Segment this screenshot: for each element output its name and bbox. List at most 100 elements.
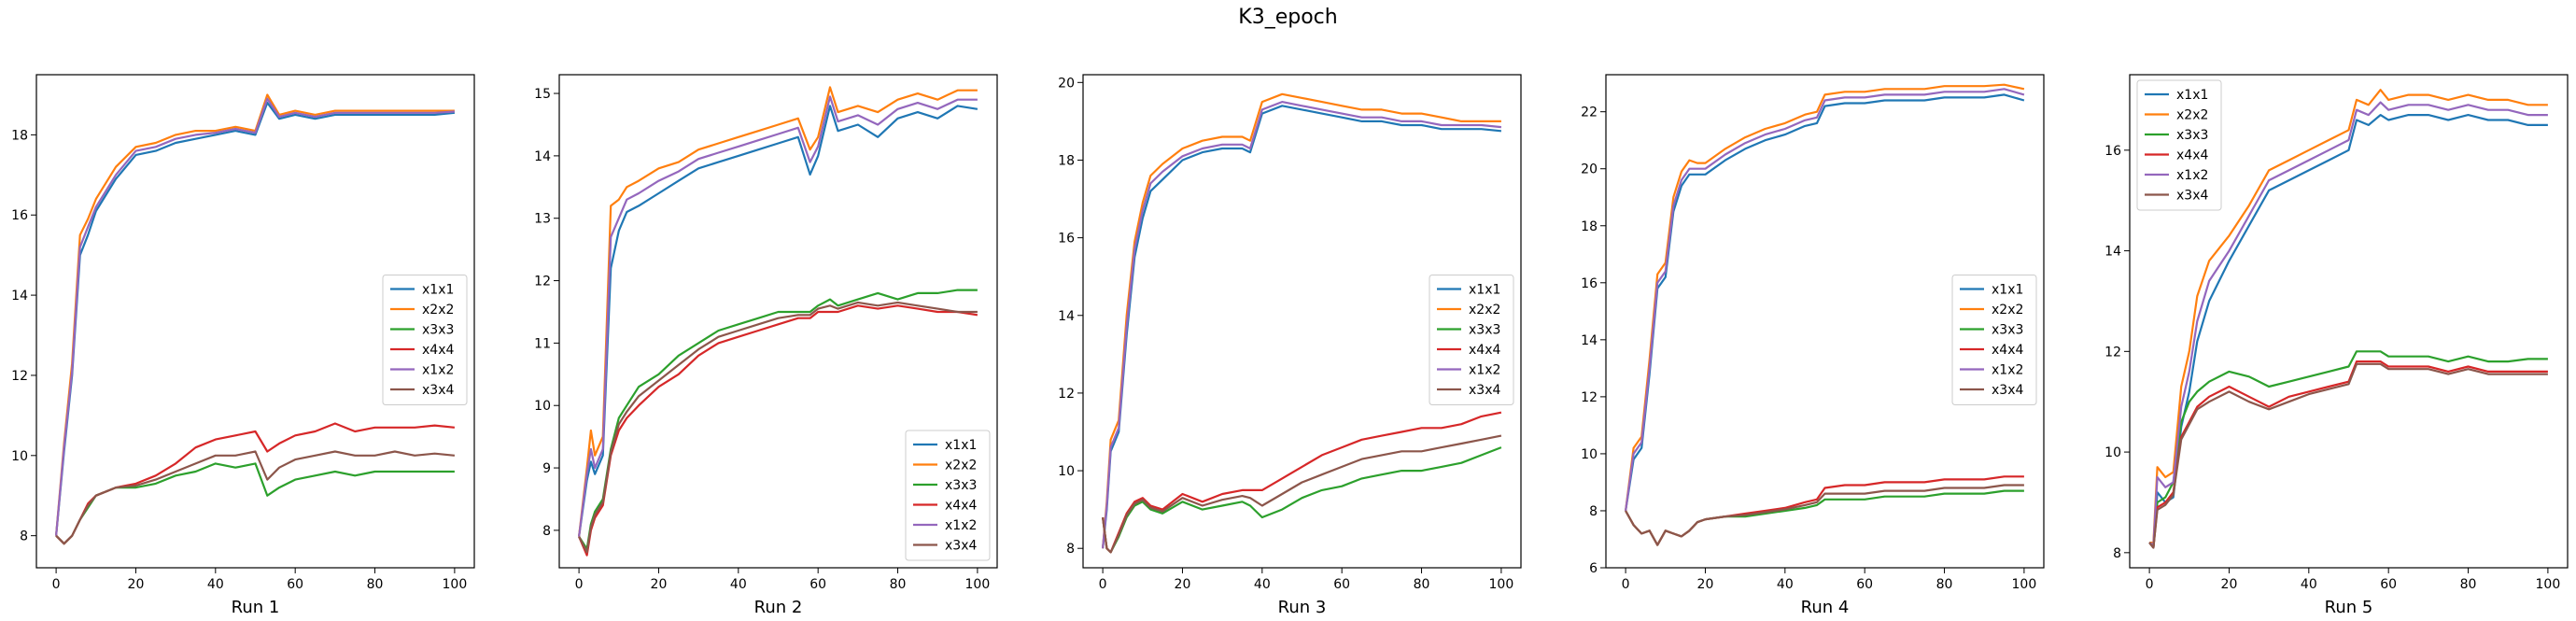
- x-tick-label: 40: [1777, 577, 1794, 592]
- y-tick-label: 14: [2104, 245, 2121, 260]
- legend-label-x3x3: x3x3: [1469, 323, 1500, 338]
- x-tick-label: 100: [1489, 577, 1514, 592]
- y-tick-label: 12: [2104, 345, 2121, 360]
- legend-box: [1951, 275, 2037, 405]
- series-line-x3x4: [2148, 362, 2548, 549]
- axes-frame: [2129, 74, 2569, 569]
- series-line-x1x2: [1102, 100, 1502, 549]
- legend-label-x3x4: x3x4: [1469, 383, 1500, 398]
- y-tick-label: 8: [1589, 504, 1598, 519]
- legend: x1x1 x2x2 x3x3 x4x4 x1x2 x3x4: [382, 275, 468, 405]
- x-tick-label: 80: [367, 577, 384, 592]
- legend-label-x2x2: x2x2: [2176, 108, 2208, 123]
- y-tick-label: 12: [11, 369, 28, 384]
- legend-label-x1x1: x1x1: [2176, 88, 2208, 103]
- y-tick-label: 11: [534, 336, 551, 351]
- y-tick-label: 8: [1066, 542, 1075, 557]
- legend-label-x3x4: x3x4: [422, 383, 454, 398]
- series-line-x2x2: [1625, 83, 2025, 512]
- series-line-x3x4: [578, 301, 978, 554]
- legend-box: [2136, 79, 2222, 211]
- y-tick-label: 8: [2113, 546, 2121, 561]
- x-tick-label: 80: [1414, 577, 1430, 592]
- x-tick-label: 60: [287, 577, 303, 592]
- x-tick-label: 0: [52, 577, 61, 592]
- y-tick-label: 14: [11, 289, 28, 303]
- x-axis-label: Run 1: [232, 598, 280, 617]
- x-tick-label: 100: [2536, 577, 2561, 592]
- x-tick-label: 80: [2460, 577, 2477, 592]
- legend-label-x1x2: x1x2: [2176, 168, 2208, 183]
- series-line-x1x2: [55, 97, 455, 536]
- series-line-x4x4: [2148, 360, 2548, 549]
- series-line-x1x2: [578, 95, 978, 537]
- y-tick-label: 20: [1581, 162, 1598, 177]
- legend-label-x1x1: x1x1: [422, 283, 454, 298]
- x-tick-label: 20: [1697, 577, 1714, 592]
- y-tick-label: 14: [1581, 333, 1598, 348]
- legend-label-x4x4: x4x4: [1992, 343, 2023, 358]
- y-tick-label: 16: [1581, 276, 1598, 291]
- legend-label-x4x4: x4x4: [1469, 343, 1500, 358]
- x-tick-label: 100: [965, 577, 991, 592]
- series-line-x3x3: [55, 462, 455, 545]
- legend-label-x3x4: x3x4: [945, 539, 977, 554]
- legend-label-x1x2: x1x2: [422, 363, 454, 378]
- legend: x1x1 x2x2 x3x3 x4x4 x1x2 x3x4: [1951, 275, 2037, 405]
- subplot-run-4: 0 20 40 60 80 100 6 8 10 12 14 16 18 20 22 Run 4 x1x1 x2x…: [1581, 74, 2045, 617]
- series-line-x2x2: [55, 93, 455, 536]
- series-line-x4x4: [55, 422, 456, 545]
- x-tick-label: 0: [575, 577, 584, 592]
- x-tick-label: 60: [809, 577, 826, 592]
- y-tick-label: 8: [542, 524, 551, 539]
- legend-label-x4x4: x4x4: [2176, 148, 2208, 163]
- legend-label-x2x2: x2x2: [1469, 303, 1500, 318]
- legend-label-x3x4: x3x4: [2176, 189, 2208, 204]
- x-tick-label: 40: [730, 577, 747, 592]
- axes-frame: [1605, 74, 2045, 569]
- axes-frame: [1082, 74, 1522, 569]
- subplot-run-5: 0 20 40 60 80 100 8 10 12 14 16 Run 5 x1x1 x2x2 x3x3 x4…: [2104, 74, 2569, 617]
- x-tick-label: 0: [1099, 577, 1107, 592]
- legend-label-x1x1: x1x1: [1469, 283, 1500, 298]
- legend-label-x1x2: x1x2: [945, 518, 977, 533]
- legend-label-x3x3: x3x3: [422, 323, 454, 338]
- x-tick-label: 100: [443, 577, 468, 592]
- legend-box: [1429, 275, 1514, 405]
- y-tick-label: 12: [1581, 390, 1598, 405]
- axes-frame: [558, 74, 998, 569]
- y-tick-label: 10: [1058, 464, 1075, 479]
- legend-box: [905, 430, 991, 561]
- x-axis-label: Run 4: [1801, 598, 1850, 617]
- y-tick-label: 12: [1058, 387, 1075, 402]
- x-tick-label: 20: [2221, 577, 2238, 592]
- y-tick-label: 6: [1589, 561, 1598, 576]
- y-tick-label: 16: [11, 208, 28, 223]
- x-tick-label: 40: [207, 577, 224, 592]
- series-line-x3x3: [1625, 489, 2024, 546]
- legend-label-x1x2: x1x2: [1992, 363, 2023, 378]
- series-line-x2x2: [1102, 92, 1501, 549]
- x-tick-label: 60: [1856, 577, 1873, 592]
- series-line-x1x1: [1625, 93, 2025, 512]
- x-tick-label: 20: [651, 577, 668, 592]
- legend: x1x1 x2x2 x3x3 x4x4 x1x2 x3x4: [2136, 79, 2222, 211]
- legend-label-x4x4: x4x4: [945, 499, 977, 514]
- y-tick-label: 16: [1058, 232, 1075, 247]
- y-tick-label: 10: [1581, 447, 1598, 462]
- series-line-x3x4: [1102, 434, 1502, 554]
- x-tick-label: 100: [2012, 577, 2037, 592]
- y-tick-label: 22: [1581, 106, 1598, 120]
- y-tick-label: 14: [534, 149, 551, 164]
- x-tick-label: 20: [1175, 577, 1191, 592]
- series-line-x3x3: [1102, 446, 1502, 554]
- y-tick-label: 13: [534, 212, 551, 227]
- y-tick-label: 10: [11, 449, 28, 464]
- legend: x1x1 x2x2 x3x3 x4x4 x1x2 x3x4: [905, 430, 991, 561]
- y-tick-label: 18: [1058, 153, 1075, 168]
- x-tick-label: 40: [1254, 577, 1271, 592]
- legend-label-x1x1: x1x1: [945, 438, 977, 453]
